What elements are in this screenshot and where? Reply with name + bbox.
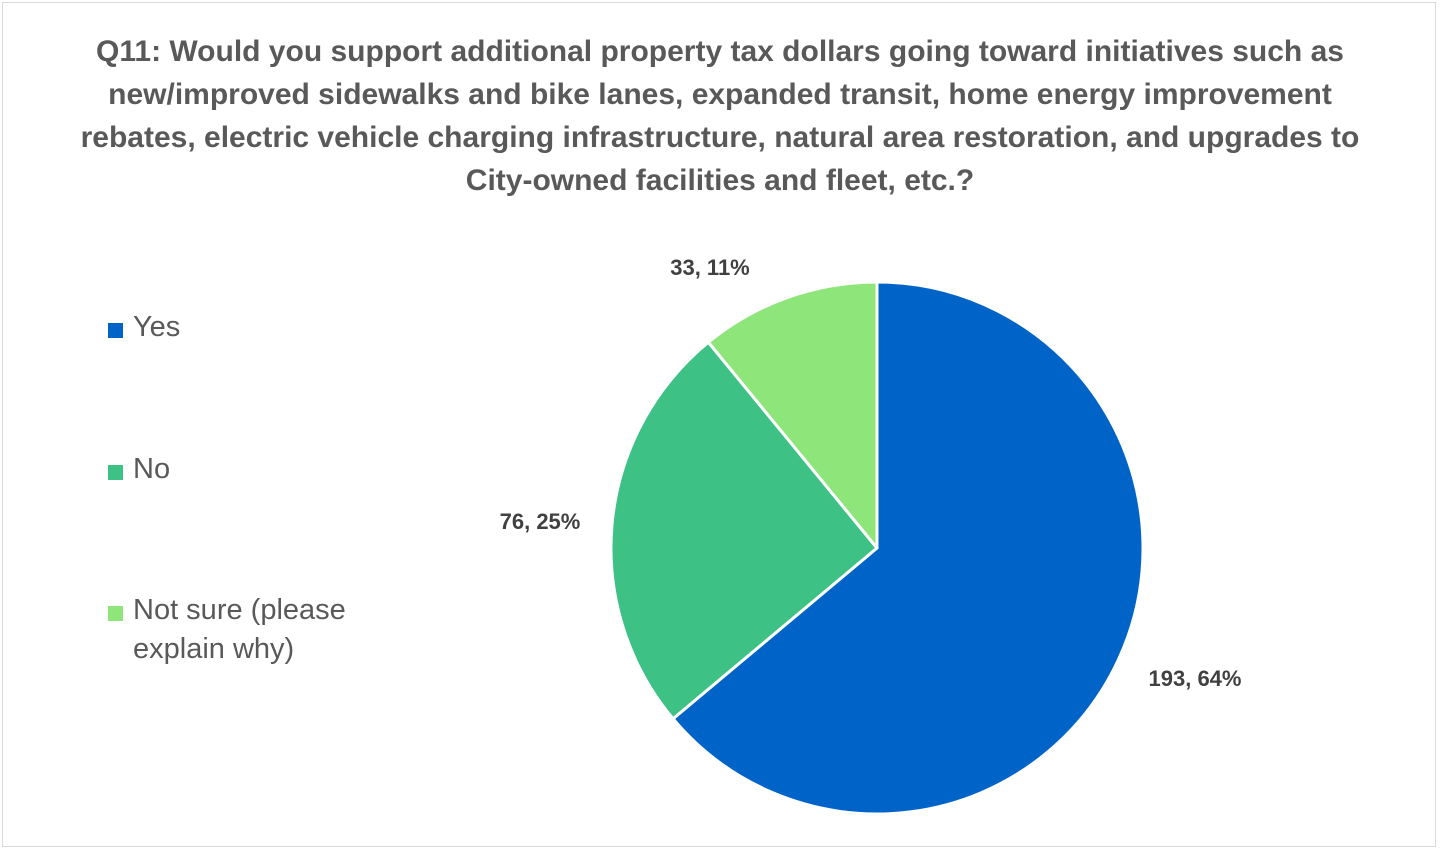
pie-slice-no [609,340,879,721]
data-label-no: 76, 25% [500,509,581,534]
legend-swatch-no [108,465,123,480]
chart-title: Q11: Would you support additional proper… [80,35,1360,197]
data-label-not-sure: 33, 11% [670,255,750,280]
pie-slice-not-sure [706,280,879,550]
legend-swatch-yes [108,323,123,338]
data-label-yes: 193, 64% [1149,666,1242,691]
legend-label-no: No [133,453,171,485]
legend-item-not-sure: Not sure (please explain why) [108,591,403,669]
legend-label-yes: Yes [133,311,181,343]
legend-item-yes: Yes [108,308,403,347]
legend-label-not-sure: Not sure (please explain why) [133,594,346,665]
legend-swatch-not-sure [108,606,123,621]
legend-item-no: No [108,450,403,489]
pie-slice-yes [671,280,1145,816]
